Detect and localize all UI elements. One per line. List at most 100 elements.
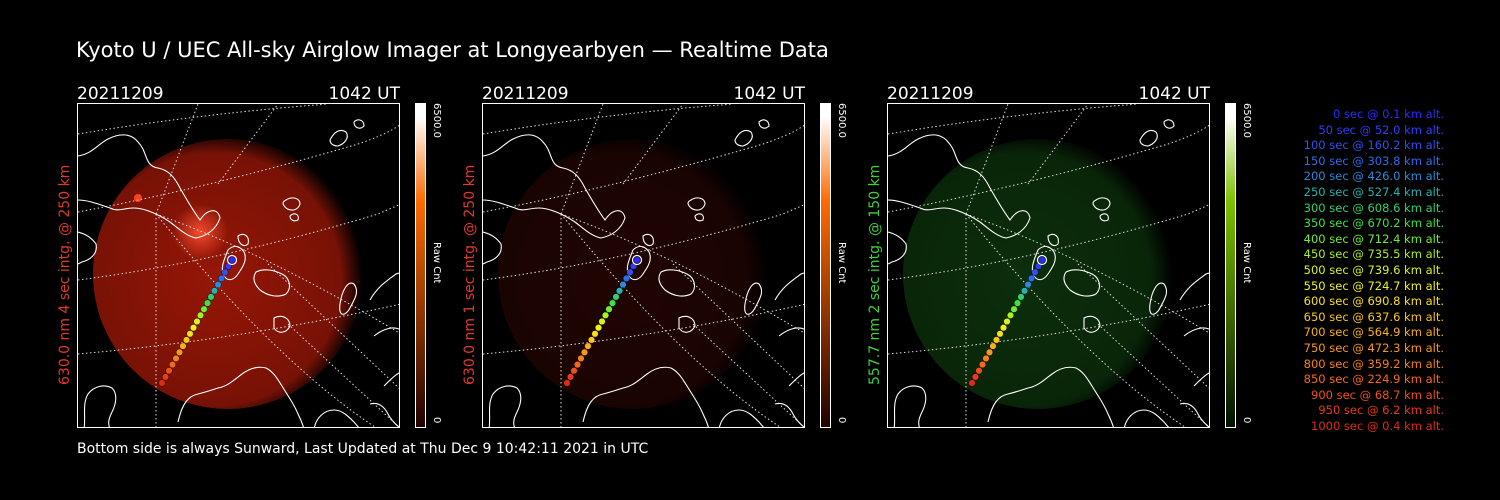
coastline	[888, 231, 907, 265]
graticule-line	[267, 263, 399, 389]
colorbar-unit-label: Raw Cnt	[836, 242, 847, 284]
legend-suffix: alt.	[1421, 169, 1444, 184]
legend-separator: @	[1348, 309, 1368, 324]
legend-separator: @	[1348, 169, 1368, 184]
graticule-line	[1077, 263, 1209, 389]
panel-side-label: 630.0 nm 1 sec intg. @ 250 km	[462, 164, 478, 385]
legend-time: 900 sec	[1311, 387, 1356, 402]
legend-entry: 800 sec @ 359.2 km alt.	[1244, 357, 1444, 373]
coastline	[893, 385, 927, 427]
legend-entry: 400 sec @ 712.4 km alt.	[1244, 232, 1444, 248]
coastline	[253, 269, 291, 297]
trajectory-point	[196, 311, 204, 319]
panel-side-label: 630.0 nm 4 sec intg. @ 250 km	[57, 164, 73, 385]
colorbar-min-label: 0	[836, 417, 847, 424]
legend-suffix: alt.	[1421, 153, 1444, 168]
coastline	[78, 231, 97, 265]
coastline	[369, 402, 399, 427]
coastline	[329, 129, 348, 147]
coastline	[313, 409, 360, 427]
legend-suffix: alt.	[1421, 403, 1444, 418]
trajectory-point	[971, 373, 979, 381]
legend-altitude: 637.6 km	[1367, 309, 1422, 324]
panel-side-label: 557.7 nm 2 sec intg. @ 150 km	[867, 164, 883, 385]
airglow-bright-spot	[172, 204, 228, 260]
legend-altitude: 527.4 km	[1367, 184, 1422, 199]
legend-altitude: 224.9 km	[1367, 372, 1422, 387]
graticule-line	[622, 104, 684, 185]
trajectory-point	[175, 348, 183, 356]
legend-separator: @	[1348, 278, 1368, 293]
legend-altitude: 359.2 km	[1367, 356, 1422, 371]
legend-separator: @	[1363, 418, 1383, 433]
trajectory-point	[189, 324, 197, 332]
legend-entry: 100 sec @ 160.2 km alt.	[1244, 138, 1444, 154]
graticule-line	[692, 323, 804, 427]
graticule-line	[672, 263, 804, 389]
coastline	[642, 233, 654, 247]
legend-suffix: alt.	[1421, 262, 1444, 277]
trajectory-point	[182, 336, 190, 344]
coastline	[383, 372, 399, 387]
trajectory-point	[591, 330, 599, 338]
trajectory-point	[992, 336, 1000, 344]
legend-time: 1000 sec	[1311, 418, 1364, 433]
legend-time: 350 sec	[1303, 216, 1349, 231]
allsky-image-1	[77, 103, 400, 428]
coastline	[289, 213, 299, 222]
legend-altitude: 739.6 km	[1367, 262, 1422, 277]
legend-separator: @	[1348, 200, 1368, 215]
trajectory-point	[203, 299, 211, 307]
legend-time: 200 sec	[1303, 169, 1349, 184]
coastline	[369, 272, 399, 301]
trajectory-point	[1038, 256, 1046, 264]
graticule-line	[78, 104, 329, 135]
colorbar-min-label: 0	[431, 417, 442, 424]
legend-time: 700 sec	[1303, 325, 1349, 340]
graticule-line	[888, 204, 1209, 281]
trajectory-point	[214, 281, 222, 289]
trajectory-point	[605, 305, 613, 313]
trajectory-point	[968, 379, 976, 387]
coastline	[778, 327, 804, 337]
trajectory-point	[179, 342, 187, 350]
coastline	[1179, 272, 1209, 301]
trajectory-point	[985, 348, 993, 356]
trajectory-point	[1020, 287, 1028, 295]
legend-entry: 350 sec @ 670.2 km alt.	[1244, 216, 1444, 232]
coastline	[339, 282, 358, 315]
graticule-line	[483, 124, 804, 213]
panel-date: 20211209	[887, 84, 974, 104]
legend-separator: @	[1348, 184, 1368, 199]
legend-time: 600 sec	[1303, 294, 1349, 309]
trajectory-point	[1031, 268, 1039, 276]
legend-suffix: alt.	[1421, 247, 1444, 262]
legend-entry: 50 sec @ 52.0 km alt.	[1244, 123, 1444, 139]
coastline	[718, 409, 765, 427]
trajectory-point	[999, 324, 1007, 332]
legend-separator: @	[1348, 216, 1368, 231]
allsky-image-2	[482, 103, 805, 428]
trajectory-point	[566, 373, 574, 381]
legend-altitude: 68.7 km	[1374, 387, 1422, 402]
graticule-line	[287, 323, 399, 427]
legend-suffix: alt.	[1421, 200, 1444, 215]
graticule-line	[560, 213, 781, 427]
trajectory-point	[978, 361, 986, 369]
legend-suffix: alt.	[1421, 387, 1444, 402]
legend-entry: 700 sec @ 564.9 km alt.	[1244, 325, 1444, 341]
coastline	[1099, 213, 1109, 222]
legend-separator: @	[1363, 403, 1383, 418]
legend-time: 850 sec	[1303, 372, 1349, 387]
panel-date: 20211209	[77, 84, 164, 104]
legend-suffix: alt.	[1421, 122, 1444, 137]
coastline	[888, 134, 1031, 239]
legend-altitude: 564.9 km	[1367, 325, 1422, 340]
graticule-line	[217, 104, 279, 185]
legend-suffix: alt.	[1421, 418, 1444, 433]
footer-note: Bottom side is always Sunward, Last Upda…	[77, 441, 649, 457]
legend-entry: 150 sec @ 303.8 km alt.	[1244, 154, 1444, 170]
trajectory-point	[612, 293, 620, 301]
graticule-line	[965, 213, 1186, 427]
legend-separator: @	[1348, 294, 1368, 309]
